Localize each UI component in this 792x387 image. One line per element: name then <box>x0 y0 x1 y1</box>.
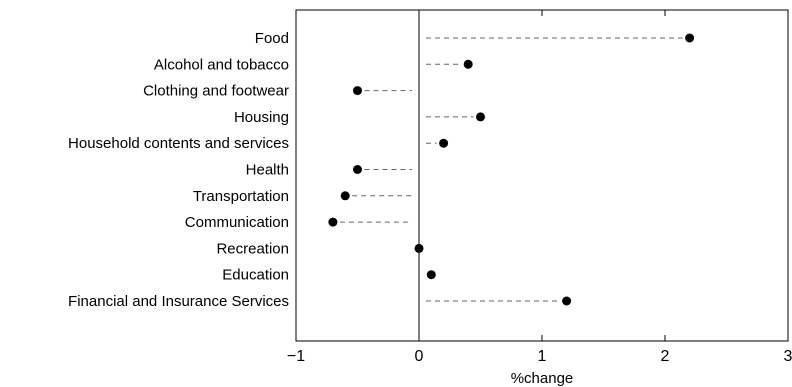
data-point <box>340 191 350 201</box>
x-tick-label: 2 <box>661 348 670 365</box>
category-label: Health <box>246 162 289 179</box>
data-point <box>353 165 362 174</box>
category-label: Communication <box>185 214 289 231</box>
category-label: Alcohol and tobacco <box>154 56 289 73</box>
category-label: Recreation <box>216 240 289 257</box>
x-tick-label: 3 <box>784 348 792 365</box>
category-label: Financial and Insurance Services <box>68 293 289 310</box>
data-point <box>414 243 424 253</box>
category-labels: Food Alcohol and tobacco Clothing and foot… <box>68 30 289 310</box>
category-label: Housing <box>234 109 289 126</box>
data-point <box>439 138 449 148</box>
x-axis-ticks: −1 0 1 2 3 <box>287 10 792 365</box>
category-label: Clothing and footwear <box>143 83 289 100</box>
data-point <box>562 296 572 306</box>
data-markers <box>328 33 695 306</box>
x-tick-label: 0 <box>415 348 424 365</box>
plot-frame <box>295 9 789 342</box>
data-point <box>426 270 436 280</box>
leader-lines <box>339 37 683 302</box>
data-point <box>476 112 485 122</box>
category-label: Education <box>222 267 289 284</box>
data-point <box>328 217 338 227</box>
data-point <box>685 33 695 43</box>
x-tick-label: 1 <box>538 348 547 365</box>
category-label: Household contents and services <box>68 135 289 152</box>
x-axis-title: %change <box>511 370 574 387</box>
category-label: Food <box>255 30 289 47</box>
x-tick-label: −1 <box>287 348 305 365</box>
data-point <box>353 86 362 96</box>
data-point <box>463 59 473 69</box>
category-label: Transportation <box>193 188 289 205</box>
